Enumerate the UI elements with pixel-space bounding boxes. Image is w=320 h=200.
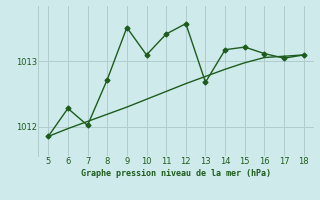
X-axis label: Graphe pression niveau de la mer (hPa): Graphe pression niveau de la mer (hPa) — [81, 169, 271, 178]
